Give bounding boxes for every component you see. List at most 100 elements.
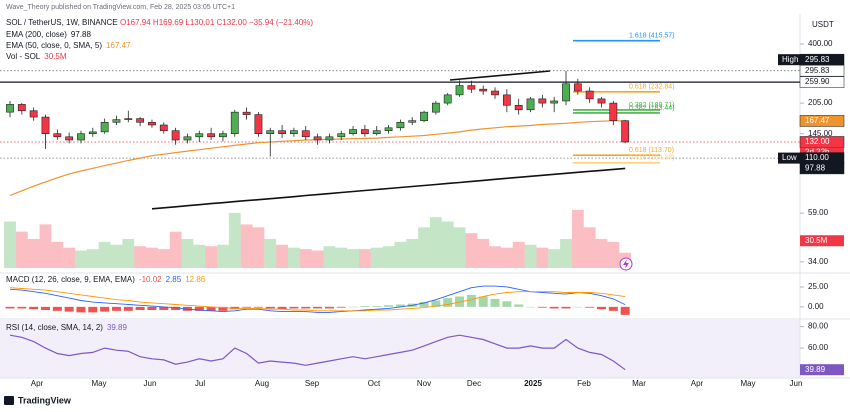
price-tag-label: 110.00 <box>805 153 829 162</box>
candle-body <box>159 124 168 131</box>
candle-body <box>195 133 204 138</box>
trendline <box>449 70 551 81</box>
price-tag-label: 259.90 <box>805 77 830 86</box>
rsi-value: 39.89 <box>107 323 128 332</box>
volume-bar <box>110 244 123 268</box>
candle-body <box>621 120 630 143</box>
macd-histogram-bar <box>372 306 382 307</box>
macd-histogram-bar <box>301 306 311 309</box>
fib-label: 0.618 (104.33) <box>629 155 675 162</box>
macd-histogram-bar <box>561 306 571 309</box>
price-tag <box>799 64 845 77</box>
rsi-legend: RSI (14, close, SMA, 14, 2) 39.89 <box>6 323 128 332</box>
price-tag-label: 97.88 <box>805 164 826 173</box>
macd-value: 12.86 <box>185 275 206 284</box>
volume-bar <box>583 227 596 268</box>
volume-bar <box>146 247 158 268</box>
macd-histogram-bar <box>123 306 133 311</box>
x-tick-label: Apr <box>691 379 704 388</box>
candle-body <box>443 94 452 104</box>
macd-histogram-bar <box>431 300 441 307</box>
volume-bar <box>193 244 206 268</box>
macd-histogram-bar <box>395 304 405 307</box>
x-tick-label: Dec <box>467 379 481 388</box>
candle-body <box>301 130 310 138</box>
macd-value: -10.02 <box>139 275 162 284</box>
y-tick-label: 145.00 <box>808 129 833 138</box>
volume-bar <box>217 244 229 268</box>
fib-label: 0.618 (113.70) <box>629 147 674 154</box>
macd-histogram-bar <box>573 306 583 308</box>
macd-histogram-bar <box>265 306 275 309</box>
volume-bar <box>406 238 419 268</box>
volume-bar <box>465 233 478 268</box>
rsi-line <box>9 334 626 371</box>
macd-histogram-bar <box>40 306 50 311</box>
volume-bar <box>205 246 218 268</box>
volume-bar <box>394 241 407 268</box>
volume-bar <box>86 249 99 268</box>
price-tag <box>799 76 845 88</box>
x-tick-label: Apr <box>31 379 44 388</box>
macd-histogram-bar <box>52 306 62 311</box>
macd-line <box>9 287 626 312</box>
candle-body <box>550 100 559 104</box>
candle-body <box>408 120 417 123</box>
volume-bar <box>429 217 442 268</box>
volume-bar <box>335 247 348 268</box>
macd-histogram-bar <box>289 306 299 309</box>
indicator-value: 97.88 <box>71 30 92 39</box>
candle-body <box>467 85 476 90</box>
macd-histogram-bar <box>597 306 606 310</box>
macd-histogram-bar <box>76 306 86 313</box>
candle-body <box>183 136 192 141</box>
macd-histogram-bar <box>514 304 524 307</box>
macd-histogram-bar <box>171 306 181 311</box>
candle-body <box>514 104 523 111</box>
volume-bar <box>512 241 525 268</box>
macd-histogram-bar <box>620 306 630 315</box>
x-tick-label: Jun <box>144 379 157 388</box>
volume-bar <box>571 209 584 268</box>
candle-body <box>349 129 357 134</box>
candle-body <box>254 114 263 134</box>
ema-line <box>151 167 626 210</box>
macd-histogram-bar <box>502 301 512 307</box>
volume-value: 30.5M <box>44 52 67 61</box>
volume-bar <box>347 249 359 268</box>
candle-body <box>171 130 180 141</box>
x-tick-label: Jun <box>790 379 803 388</box>
volume-bar <box>382 246 395 268</box>
volume-bar <box>548 249 561 268</box>
macd-histogram-bar <box>324 306 334 309</box>
candle-body <box>384 127 393 131</box>
volume-bar <box>75 250 87 268</box>
macd-histogram-bar <box>313 306 323 309</box>
logo-mark <box>4 396 14 405</box>
macd-histogram-bar <box>360 306 370 307</box>
volume-bar <box>51 241 64 268</box>
y-tick-label: 0.00 <box>808 302 824 311</box>
candle-body <box>65 136 74 141</box>
volume-bar <box>358 249 371 268</box>
candle-body <box>396 121 405 129</box>
volume-name: Vol - SOL <box>6 52 41 61</box>
macd-histogram-bar <box>194 306 204 311</box>
candle-body <box>597 98 606 104</box>
rsi-tag-label: 39.89 <box>805 365 826 374</box>
indicator-legend: EMA (50, close, 0, SMA, 5) 167.47 <box>6 41 131 50</box>
candle-body <box>242 111 251 115</box>
volume-bar <box>240 224 253 268</box>
volume-bar <box>441 221 454 268</box>
x-tick-label: Feb <box>577 379 591 388</box>
fib-label: 0.382 (189.71) <box>629 102 675 109</box>
volume-bar <box>288 247 300 268</box>
candle-body <box>455 85 464 96</box>
volume-bar <box>252 227 265 268</box>
volume-bar <box>276 244 289 268</box>
indicator-legend: EMA (200, close) 97.88 <box>6 30 91 39</box>
plot-area <box>0 39 800 371</box>
price-tag-name: High <box>782 55 798 64</box>
macd-histogram-bar <box>466 294 476 307</box>
macd-histogram-bar <box>585 306 595 308</box>
